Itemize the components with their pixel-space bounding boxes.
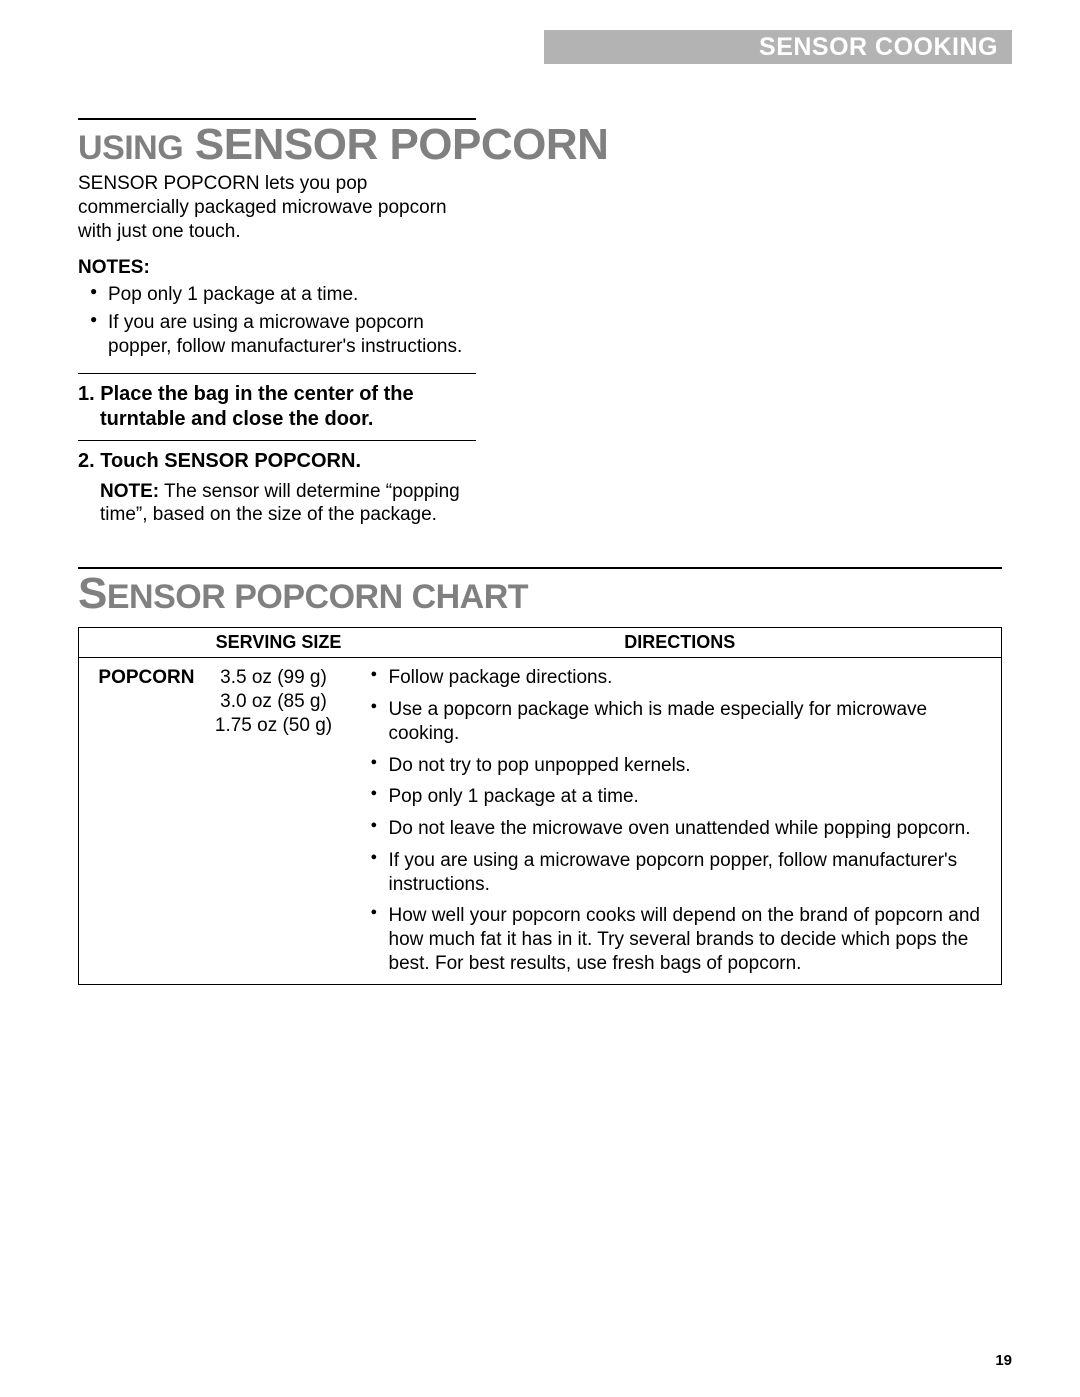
step-1: 1. Place the bag in the center of the tu… <box>78 382 476 432</box>
chart-title-rest: ENSOR POPCORN CHART <box>107 578 528 616</box>
col-directions: DIRECTIONS <box>359 628 1002 658</box>
step-divider <box>78 440 476 441</box>
step2-note: NOTE: The sensor will determine “popping… <box>78 480 476 528</box>
header-label: SENSOR COOKING <box>759 33 998 62</box>
col-blank <box>79 628 199 658</box>
step-divider <box>78 373 476 374</box>
title-main: SENSOR POPCORN <box>183 120 608 169</box>
chart-top-rule <box>78 567 1002 569</box>
direction-item: How well your popcorn cooks will depend … <box>369 904 992 975</box>
direction-item: Follow package directions. <box>369 666 992 690</box>
size-line: 3.0 oz (85 g) <box>199 690 349 714</box>
page-number: 19 <box>995 1352 1012 1369</box>
note-item: If you are using a microwave popcorn pop… <box>78 311 476 359</box>
directions-list: Follow package directions. Use a popcorn… <box>369 666 992 975</box>
direction-item: Do not leave the microwave oven unattend… <box>369 817 992 841</box>
col-serving: SERVING SIZE <box>199 628 359 658</box>
page-content: USING SENSOR POPCORN SENSOR POPCORN lets… <box>78 118 1002 985</box>
direction-item: Pop only 1 package at a time. <box>369 785 992 809</box>
title-initial: U <box>78 129 102 167</box>
notes-list: Pop only 1 package at a time. If you are… <box>78 283 476 358</box>
step2-text: 2. Touch SENSOR POPCORN. <box>78 449 476 474</box>
table-row: POPCORN 3.5 oz (99 g) 3.0 oz (85 g) 1.75… <box>79 658 1002 984</box>
step1-text: 1. Place the bag in the center of the tu… <box>78 382 476 432</box>
direction-item: Use a popcorn package which is made espe… <box>369 698 992 746</box>
row-label: POPCORN <box>79 658 199 984</box>
direction-item: If you are using a microwave popcorn pop… <box>369 849 992 897</box>
row-sizes: 3.5 oz (99 g) 3.0 oz (85 g) 1.75 oz (50 … <box>199 658 359 984</box>
size-line: 1.75 oz (50 g) <box>199 714 349 738</box>
note-item: Pop only 1 package at a time. <box>78 283 476 307</box>
section1-title: USING SENSOR POPCORN <box>78 122 1002 168</box>
intro-text: SENSOR POPCORN lets you pop commercially… <box>78 172 476 243</box>
header-bar: SENSOR COOKING <box>544 30 1012 64</box>
popcorn-chart: SERVING SIZE DIRECTIONS POPCORN 3.5 oz (… <box>78 627 1002 984</box>
size-line: 3.5 oz (99 g) <box>199 666 349 690</box>
chart-section: SENSOR POPCORN CHART SERVING SIZE DIRECT… <box>78 567 1002 984</box>
title-prefix-rest: SING <box>102 129 183 167</box>
step2-note-label: NOTE: <box>100 481 159 502</box>
step-2: 2. Touch SENSOR POPCORN. NOTE: The senso… <box>78 449 476 528</box>
chart-title: SENSOR POPCORN CHART <box>78 571 1002 617</box>
chart-title-initial: S <box>78 569 107 618</box>
row-directions: Follow package directions. Use a popcorn… <box>359 658 1002 984</box>
notes-label: NOTES: <box>78 257 1002 279</box>
direction-item: Do not try to pop unpopped kernels. <box>369 754 992 778</box>
